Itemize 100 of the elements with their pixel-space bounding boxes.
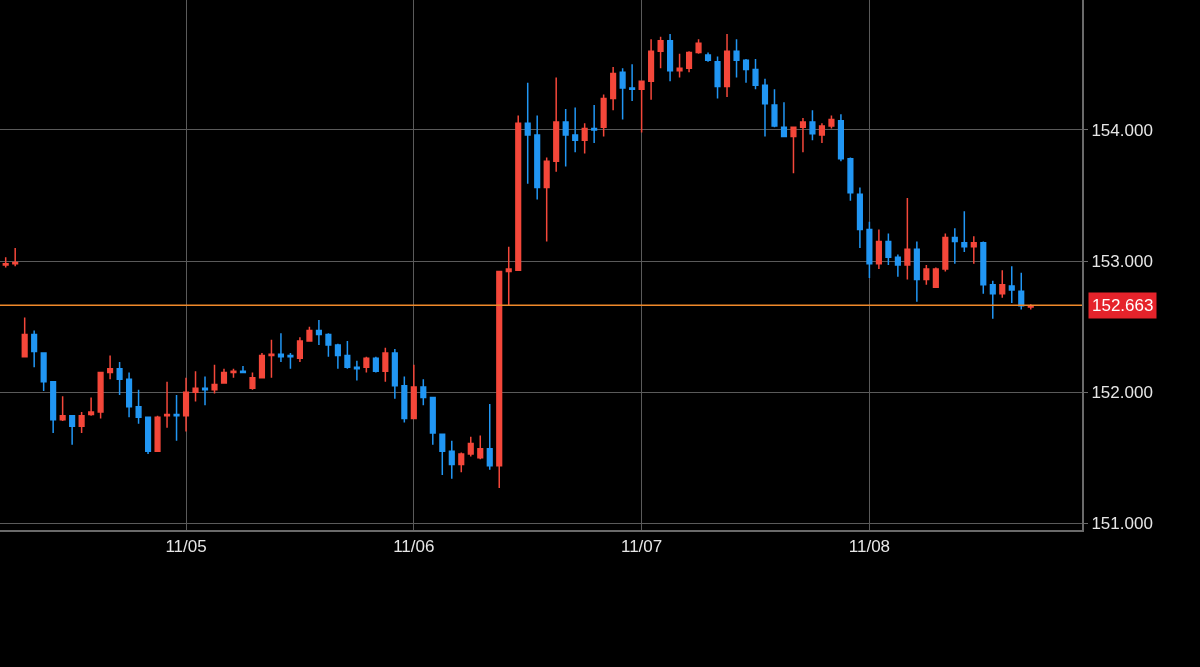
candlestick — [59, 395, 66, 422]
candlestick — [761, 77, 769, 138]
candlestick — [818, 122, 826, 144]
candlestick — [581, 122, 588, 155]
candlestick — [932, 266, 939, 289]
candlestick — [258, 352, 266, 379]
candlestick — [116, 361, 123, 396]
candlestick — [752, 58, 759, 90]
x-tick-label: 11/06 — [393, 537, 435, 557]
candlestick — [40, 352, 47, 392]
candlestick — [458, 451, 465, 474]
candlestick — [192, 370, 199, 403]
candlestick — [353, 360, 360, 382]
candlestick — [837, 113, 844, 163]
candlestick — [714, 55, 721, 100]
candlestick — [704, 51, 712, 63]
candlestick — [875, 228, 882, 270]
candlestick — [591, 104, 598, 144]
candlestick — [790, 126, 797, 174]
candlestick — [382, 346, 389, 383]
candlestick — [970, 235, 977, 265]
candlestick — [657, 35, 664, 69]
candlestick — [989, 279, 996, 320]
candlestick — [182, 377, 190, 433]
candlestick — [999, 269, 1006, 299]
candlestick — [913, 240, 920, 303]
candlestick — [534, 114, 541, 201]
candlestick — [448, 440, 455, 480]
candlestick — [524, 81, 531, 185]
candlestick — [723, 33, 731, 98]
candlestick — [315, 319, 322, 346]
candlestick — [69, 415, 76, 446]
candlestick — [1018, 272, 1025, 311]
candlestick — [78, 411, 85, 434]
candlestick — [107, 354, 114, 380]
candlestick — [638, 80, 645, 134]
y-tick-label: 154.000 — [1091, 120, 1153, 140]
candlestick — [401, 375, 408, 424]
candlestick — [771, 88, 778, 128]
candlestick — [391, 348, 398, 400]
candlestick — [306, 325, 313, 342]
candlestick — [828, 114, 835, 130]
candlestick — [363, 356, 370, 374]
candlestick — [97, 371, 104, 420]
candlestick — [163, 381, 171, 429]
candlestick — [562, 108, 569, 168]
candlestick — [515, 114, 522, 271]
candlestick — [572, 106, 579, 153]
ref-line-label: 152.663 — [1092, 296, 1154, 315]
x-tick-label: 11/05 — [165, 537, 207, 557]
candlestick — [126, 371, 133, 418]
candlestick — [1008, 265, 1015, 304]
candlestick — [742, 58, 750, 84]
candlestick — [477, 434, 484, 460]
candlestick — [942, 232, 949, 273]
candlestick — [610, 66, 617, 111]
candlestick — [439, 433, 446, 476]
candlestick — [154, 415, 161, 453]
candlestick — [344, 340, 351, 370]
candlestick — [220, 367, 228, 384]
candlestick — [239, 365, 247, 374]
candlestick — [135, 388, 142, 425]
candlestick — [2, 256, 9, 269]
candlestick — [268, 339, 275, 379]
candlestick — [467, 436, 474, 458]
candlestick — [619, 67, 626, 121]
candlestick — [648, 38, 655, 101]
candlestick — [296, 336, 303, 363]
candlestick — [685, 50, 693, 73]
x-tick-label: 11/07 — [620, 537, 663, 557]
candlestick — [372, 356, 379, 374]
candlestick — [553, 76, 560, 173]
candlestick — [543, 156, 550, 243]
candlestick — [31, 329, 38, 369]
candlestick — [799, 117, 807, 153]
candlestick — [951, 227, 958, 265]
candlestick — [496, 270, 503, 489]
candlestick — [676, 53, 683, 79]
candlestick — [923, 264, 930, 286]
candlestick — [600, 93, 607, 138]
candlestick — [847, 156, 854, 202]
candlestick — [629, 63, 636, 102]
candlestick — [809, 109, 816, 142]
candlestick — [980, 240, 987, 295]
candlestick — [325, 332, 332, 358]
candlestick — [21, 316, 28, 358]
candlestick — [410, 363, 417, 420]
candlestick — [420, 378, 427, 407]
candlestick — [733, 38, 740, 79]
candlestick — [505, 245, 512, 307]
y-tick-label: 152.000 — [1091, 383, 1153, 403]
candlestick — [334, 342, 341, 370]
candlestick — [667, 33, 674, 83]
y-tick-label: 153.000 — [1091, 252, 1153, 272]
candlestick — [856, 186, 863, 249]
candlestick — [904, 197, 911, 281]
candlestick — [866, 220, 873, 279]
candlestick — [961, 210, 968, 253]
candlestick — [894, 253, 901, 278]
candlestick — [12, 247, 19, 268]
